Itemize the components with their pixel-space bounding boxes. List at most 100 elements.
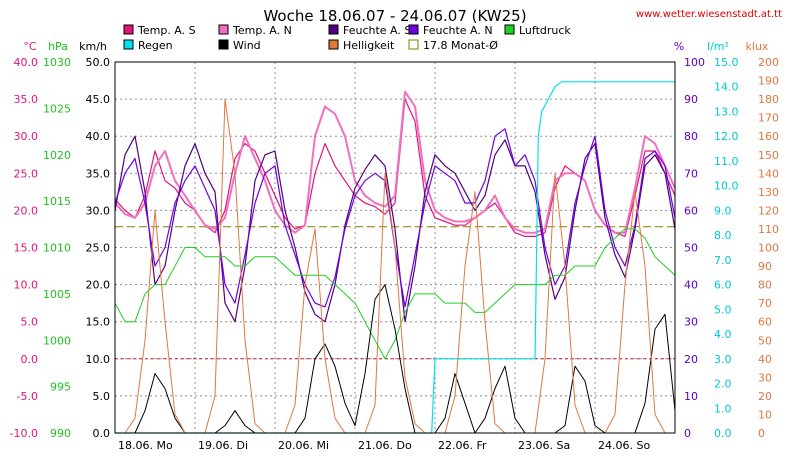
legend-swatch bbox=[123, 24, 134, 35]
axis-tick-label: 995 bbox=[50, 381, 71, 394]
x-tick-label: 21.06. Do bbox=[358, 439, 412, 452]
axis-tick-label: 11.0 bbox=[714, 155, 739, 168]
x-tick-label: 18.06. Mo bbox=[118, 439, 173, 452]
axis-tick-label: 170 bbox=[758, 112, 779, 125]
axis-tick-label: 14.0 bbox=[714, 81, 739, 94]
axis-tick-label: 150 bbox=[758, 149, 779, 162]
axis-tick-label: 8.0 bbox=[714, 229, 732, 242]
x-tick-label: 23.06. Sa bbox=[518, 439, 570, 452]
axis-tick-label: 1005 bbox=[43, 288, 71, 301]
legend-label: Temp. A. N bbox=[232, 24, 292, 37]
axis-tick-label: 100 bbox=[684, 56, 705, 69]
axis-tick-label: 50.0 bbox=[86, 56, 111, 69]
axis-tick-label: 13.0 bbox=[714, 105, 739, 118]
axis-tick-label: 160 bbox=[758, 130, 779, 143]
axis-tick-label: 20.0 bbox=[14, 204, 39, 217]
axis-tick-label: 10 bbox=[684, 390, 698, 403]
legend-label: Regen bbox=[138, 39, 173, 52]
axis-tick-label: 50 bbox=[684, 242, 698, 255]
axis-tick-label: 15.0 bbox=[14, 242, 39, 255]
x-tick-label: 20.06. Mi bbox=[278, 439, 329, 452]
axis-tick-label: 7.0 bbox=[714, 254, 732, 267]
legend-swatch bbox=[408, 39, 419, 50]
axis-tick-label: 5.0 bbox=[93, 390, 111, 403]
axis-tick-label: 1000 bbox=[43, 334, 71, 347]
axis-unit-label: hPa bbox=[48, 40, 68, 53]
legend-label: Feuchte A. S bbox=[343, 24, 411, 37]
axis-tick-label: 4.0 bbox=[714, 328, 732, 341]
axis-tick-label: 12.0 bbox=[714, 130, 739, 143]
axis-tick-label: 25.0 bbox=[86, 242, 111, 255]
axis-tick-label: 9.0 bbox=[714, 204, 732, 217]
axis-tick-label: 190 bbox=[758, 75, 779, 88]
axis-tick-label: 0.0 bbox=[21, 353, 39, 366]
axis-tick-label: 1010 bbox=[43, 242, 71, 255]
axis-tick-label: 60 bbox=[684, 204, 698, 217]
series-line bbox=[115, 98, 675, 434]
axis-unit-label: l/m² bbox=[707, 40, 729, 53]
axis-unit-label: % bbox=[674, 40, 684, 53]
axis-tick-label: 1020 bbox=[43, 149, 71, 162]
axis-tick-label: 20 bbox=[758, 390, 772, 403]
axis-tick-label: 0.0 bbox=[714, 427, 732, 440]
legend-label: Feuchte A. N bbox=[423, 24, 493, 37]
legend-swatch bbox=[218, 39, 229, 50]
legend-swatch bbox=[408, 24, 419, 35]
axis-tick-label: 40 bbox=[684, 279, 698, 292]
axis-tick-label: 140 bbox=[758, 167, 779, 180]
legend-swatch bbox=[328, 39, 339, 50]
axis-unit-label: °C bbox=[23, 40, 37, 53]
x-tick-label: 24.06. So bbox=[598, 439, 650, 452]
axis-tick-label: 30 bbox=[684, 316, 698, 329]
axis-tick-label: -5.0 bbox=[17, 390, 38, 403]
axis-tick-label: 0.0 bbox=[93, 427, 111, 440]
axis-tick-label: 5.0 bbox=[714, 303, 732, 316]
chart-title: Woche 18.06.07 - 24.06.07 (KW25) bbox=[263, 7, 526, 25]
axis-tick-label: 20 bbox=[684, 353, 698, 366]
axis-tick-label: 25.0 bbox=[14, 167, 39, 180]
axis-tick-label: 10.0 bbox=[14, 279, 39, 292]
axis-tick-label: 35.0 bbox=[14, 93, 39, 106]
axis-tick-label: 180 bbox=[758, 93, 779, 106]
axis-tick-label: 15.0 bbox=[714, 56, 739, 69]
axis-tick-label: 0 bbox=[684, 427, 691, 440]
axis-tick-label: 30.0 bbox=[14, 130, 39, 143]
axis-tick-label: 80 bbox=[758, 279, 772, 292]
axis-tick-label: 10.0 bbox=[714, 180, 739, 193]
axis-tick-label: 200 bbox=[758, 56, 779, 69]
axis-tick-label: 90 bbox=[684, 93, 698, 106]
legend-label: Luftdruck bbox=[519, 24, 571, 37]
axis-tick-label: 60 bbox=[758, 316, 772, 329]
axis-tick-label: 45.0 bbox=[86, 93, 111, 106]
axis-tick-label: 15.0 bbox=[86, 316, 111, 329]
axis-tick-label: 50 bbox=[758, 334, 772, 347]
axis-tick-label: 110 bbox=[758, 223, 779, 236]
axis-unit-label: klux bbox=[746, 40, 769, 53]
axis-tick-label: 40.0 bbox=[86, 130, 111, 143]
legend-swatch bbox=[328, 24, 339, 35]
axis-tick-label: 1.0 bbox=[714, 402, 732, 415]
axis-tick-label: 1015 bbox=[43, 195, 71, 208]
legend-label: Temp. A. S bbox=[137, 24, 196, 37]
x-tick-label: 19.06. Di bbox=[198, 439, 248, 452]
axis-tick-label: 35.0 bbox=[86, 167, 111, 180]
x-tick-label: 22.06. Fr bbox=[438, 439, 487, 452]
axis-tick-label: 6.0 bbox=[714, 279, 732, 292]
legend-swatch bbox=[123, 39, 134, 50]
axis-tick-label: 90 bbox=[758, 260, 772, 273]
legend-swatch bbox=[504, 24, 515, 35]
series-line bbox=[114, 135, 676, 323]
legend-label: Wind bbox=[233, 39, 261, 52]
legend-label: 17.8 Monat-Ø bbox=[423, 39, 498, 52]
axis-tick-label: 100 bbox=[758, 242, 779, 255]
axis-tick-label: 70 bbox=[684, 167, 698, 180]
axis-tick-label: 2.0 bbox=[714, 378, 732, 391]
legend: Temp. A. S Temp. A. N Feuchte A. S Feuchte … bbox=[123, 24, 571, 52]
axis-tick-label: 30 bbox=[758, 371, 772, 384]
axis-tick-label: 40.0 bbox=[14, 56, 39, 69]
source-url: www.wetter.wiesenstadt.at.tt bbox=[636, 9, 782, 20]
axis-tick-label: 5.0 bbox=[21, 316, 39, 329]
axis-tick-label: 3.0 bbox=[714, 353, 732, 366]
axis-tick-label: 120 bbox=[758, 204, 779, 217]
